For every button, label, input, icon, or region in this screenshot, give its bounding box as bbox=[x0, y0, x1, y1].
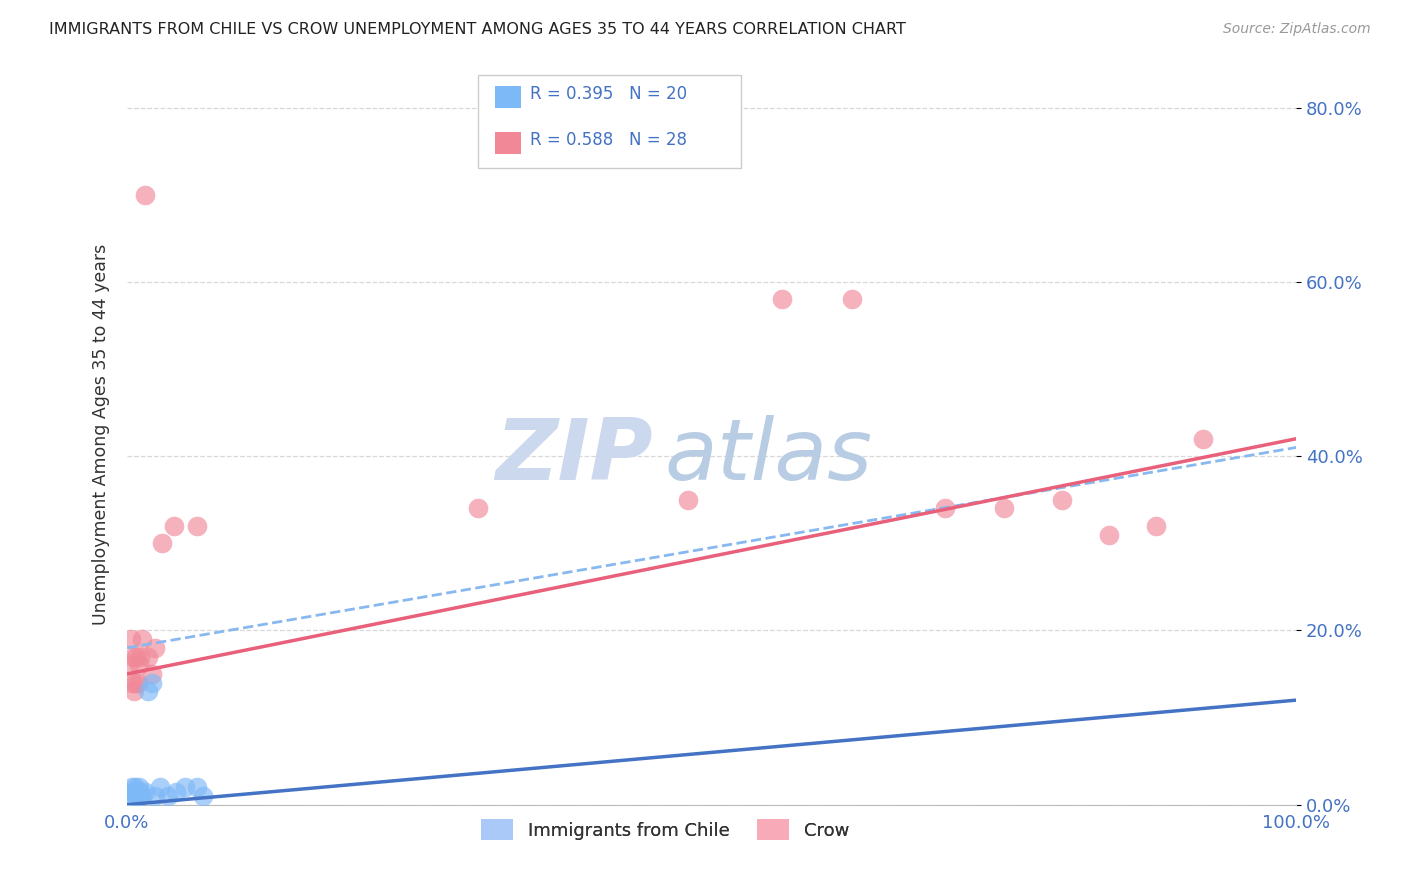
FancyBboxPatch shape bbox=[478, 75, 741, 168]
Point bbox=[121, 649, 143, 664]
Point bbox=[121, 780, 143, 795]
Point bbox=[149, 780, 172, 795]
Point bbox=[128, 649, 150, 664]
Y-axis label: Unemployment Among Ages 35 to 44 years: Unemployment Among Ages 35 to 44 years bbox=[93, 244, 110, 625]
Text: ZIP: ZIP bbox=[495, 415, 654, 498]
Point bbox=[127, 675, 149, 690]
Point bbox=[125, 649, 148, 664]
Text: R = 0.395   N = 20: R = 0.395 N = 20 bbox=[530, 85, 688, 103]
Point bbox=[136, 684, 159, 698]
Text: Source: ZipAtlas.com: Source: ZipAtlas.com bbox=[1223, 22, 1371, 37]
Point bbox=[934, 501, 956, 516]
Point bbox=[770, 293, 793, 307]
Text: IMMIGRANTS FROM CHILE VS CROW UNEMPLOYMENT AMONG AGES 35 TO 44 YEARS CORRELATION: IMMIGRANTS FROM CHILE VS CROW UNEMPLOYME… bbox=[49, 22, 905, 37]
Point bbox=[128, 658, 150, 673]
Point bbox=[121, 675, 143, 690]
Point bbox=[120, 632, 142, 647]
Point bbox=[1144, 519, 1167, 533]
Point bbox=[165, 784, 187, 798]
Point bbox=[150, 536, 173, 550]
Point bbox=[191, 789, 214, 803]
Point bbox=[134, 784, 156, 798]
Point bbox=[131, 789, 153, 803]
FancyBboxPatch shape bbox=[495, 87, 522, 109]
Point bbox=[156, 789, 179, 803]
Point bbox=[127, 789, 149, 803]
Point bbox=[1191, 432, 1213, 446]
Point bbox=[122, 684, 145, 698]
Text: R = 0.588   N = 28: R = 0.588 N = 28 bbox=[530, 130, 688, 149]
Point bbox=[163, 519, 186, 533]
Point bbox=[467, 501, 489, 516]
Point bbox=[128, 780, 150, 795]
Point bbox=[841, 293, 863, 307]
Point bbox=[134, 187, 156, 202]
Point bbox=[131, 632, 153, 647]
Point bbox=[174, 780, 197, 795]
FancyBboxPatch shape bbox=[495, 132, 522, 154]
Point bbox=[124, 780, 146, 795]
Text: atlas: atlas bbox=[665, 415, 873, 498]
Point bbox=[141, 667, 163, 681]
Point bbox=[1098, 527, 1121, 541]
Point bbox=[118, 658, 141, 673]
Point bbox=[120, 789, 142, 803]
Point bbox=[124, 675, 146, 690]
Point bbox=[993, 501, 1015, 516]
Point bbox=[122, 789, 145, 803]
Point bbox=[143, 789, 166, 803]
Point bbox=[143, 640, 166, 655]
Point bbox=[186, 780, 208, 795]
Point bbox=[125, 784, 148, 798]
Point bbox=[128, 784, 150, 798]
Point bbox=[1052, 492, 1074, 507]
Legend: Immigrants from Chile, Crow: Immigrants from Chile, Crow bbox=[474, 813, 856, 847]
Point bbox=[136, 649, 159, 664]
Point bbox=[678, 492, 700, 507]
Point bbox=[121, 784, 143, 798]
Point bbox=[141, 675, 163, 690]
Point bbox=[186, 519, 208, 533]
